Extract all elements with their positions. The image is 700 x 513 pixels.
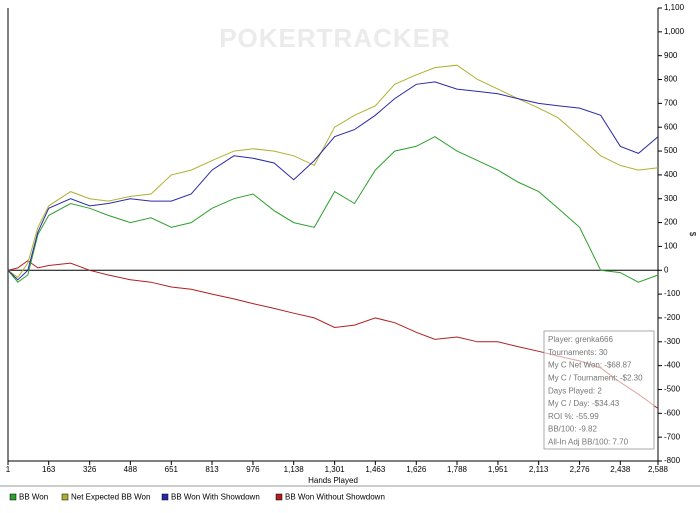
stats-line: Tournaments: 30 [548, 348, 608, 357]
legend-label: BB Won [19, 493, 48, 502]
legend-label: BB Won With Showdown [171, 493, 260, 502]
y-tick-label: 400 [664, 170, 678, 179]
series-line [7, 136, 659, 283]
y-tick-label: 500 [664, 146, 678, 155]
x-tick-label: 1,463 [365, 465, 386, 474]
y-tick-label: 0 [664, 265, 669, 274]
y-tick-label: -300 [664, 337, 681, 346]
x-tick-label: 488 [124, 465, 138, 474]
x-axis-label: Hands Played [308, 476, 358, 485]
x-tick-label: 2,113 [529, 465, 549, 474]
stats-line: My C / Day: -$34.43 [548, 399, 620, 408]
y-tick-label: -400 [664, 361, 681, 370]
x-tick-label: 976 [246, 465, 260, 474]
legend-swatch [61, 493, 69, 501]
y-tick-label: -200 [664, 313, 681, 322]
x-tick-label: 326 [83, 465, 97, 474]
x-tick-label: 1 [6, 465, 11, 474]
x-tick-label: 1,951 [488, 465, 509, 474]
legend-swatch [275, 493, 283, 501]
x-tick-label: 1,138 [284, 465, 305, 474]
stats-line: BB/100: -9.82 [548, 425, 597, 434]
y-tick-label: -600 [664, 408, 681, 417]
series-line [7, 81, 659, 281]
x-tick-label: 2,438 [610, 465, 631, 474]
stats-box [543, 330, 655, 450]
legend-swatch [161, 493, 169, 501]
y-tick-label: -800 [664, 456, 681, 465]
watermark: POKERTRACKER [219, 23, 451, 53]
x-tick-label: 2,276 [570, 465, 591, 474]
stats-line: All-In Adj BB/100: 7.70 [548, 438, 629, 447]
legend-swatch [9, 493, 17, 501]
x-tick-label: 163 [42, 465, 56, 474]
x-tick-label: 1,788 [447, 465, 468, 474]
y-tick-label: 600 [664, 122, 678, 131]
y-axis-label: $ [688, 232, 697, 237]
stats-line: My C Net Won: -$68.87 [548, 361, 632, 370]
x-tick-label: 813 [205, 465, 219, 474]
y-tick-label: -500 [664, 385, 681, 394]
series-line [7, 64, 659, 279]
y-tick-label: 100 [664, 242, 678, 251]
y-tick-label: -700 [664, 432, 681, 441]
y-tick-label: 1,100 [664, 3, 685, 12]
y-tick-label: 900 [664, 51, 678, 60]
y-tick-label: 200 [664, 218, 678, 227]
legend-label: BB Won Without Showdown [285, 493, 385, 502]
y-tick-label: 800 [664, 75, 678, 84]
x-tick-label: 1,626 [406, 465, 427, 474]
x-tick-label: 2,588 [648, 465, 669, 474]
stats-line: My C / Tournament: -$2.30 [548, 374, 643, 383]
stats-line: Player: grenka666 [548, 335, 613, 344]
y-tick-label: 1,000 [664, 27, 685, 36]
stats-line: Days Played: 2 [548, 386, 602, 395]
y-tick-label: -100 [664, 289, 681, 298]
stats-line: ROI %: -55.99 [548, 412, 599, 421]
x-tick-label: 651 [165, 465, 179, 474]
x-tick-label: 1,301 [325, 465, 346, 474]
y-tick-label: 700 [664, 98, 678, 107]
legend-label: Net Expected BB Won [71, 493, 150, 502]
y-tick-label: 300 [664, 194, 678, 203]
